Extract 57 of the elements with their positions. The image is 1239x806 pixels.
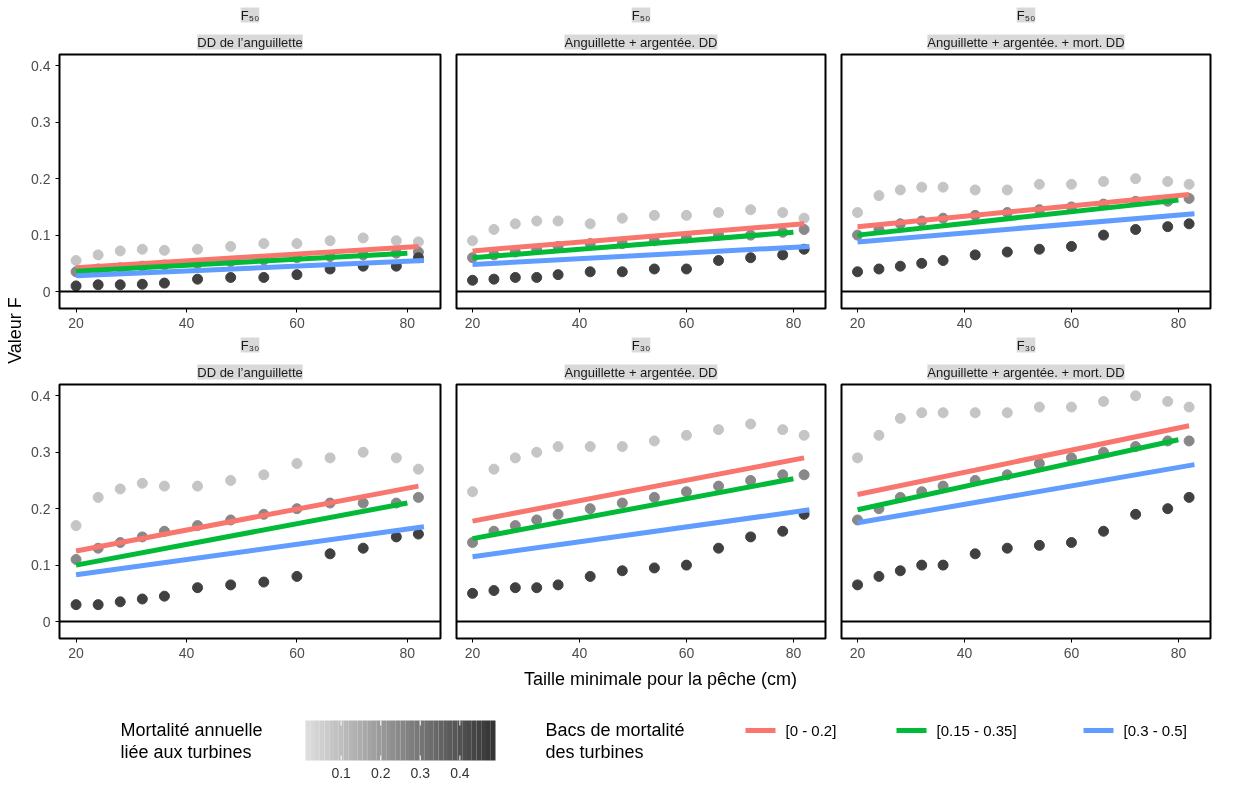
x-tick-label: 80 bbox=[399, 314, 416, 331]
y-tick-label: 0.3 bbox=[31, 444, 51, 461]
x-axis-title: Taille minimale pour la pêche (cm) bbox=[523, 668, 798, 689]
y-tick-label: 0.4 bbox=[31, 387, 51, 404]
chart-subtitle: DD de l’anguillette bbox=[197, 34, 303, 50]
y-axis-title: Valeur F bbox=[4, 297, 25, 364]
y-tick-label: 0.2 bbox=[31, 170, 51, 187]
chart-subtitle: Anguillette + argentée. + mort. DD bbox=[927, 34, 1125, 50]
x-tick-label: 60 bbox=[1063, 644, 1080, 661]
x-tick-label: 60 bbox=[678, 314, 695, 331]
chart-title: F₅₀ bbox=[240, 7, 260, 23]
y-tick-label: 0.2 bbox=[31, 500, 51, 517]
x-tick-label: 80 bbox=[1170, 644, 1187, 661]
x-tick-label: 40 bbox=[956, 644, 973, 661]
x-tick-label: 60 bbox=[289, 314, 305, 331]
color-bar-label: 0.4 bbox=[450, 764, 470, 781]
color-bar-label: 0.3 bbox=[410, 764, 431, 781]
x-tick-label: 40 bbox=[178, 644, 195, 661]
chart-subtitle: DD de l’anguillette bbox=[197, 364, 303, 380]
chart-subtitle: Anguillette + argentée. DD bbox=[564, 34, 718, 50]
legend-label: [0.3 - 0.5] bbox=[1123, 722, 1187, 739]
y-tick-label: 0.1 bbox=[31, 227, 51, 244]
chart-subtitle: Anguillette + argentée. DD bbox=[564, 364, 718, 380]
chart-title: F₃₀ bbox=[1016, 337, 1036, 353]
x-tick-label: 20 bbox=[849, 314, 866, 331]
chart-title: F₅₀ bbox=[1016, 7, 1036, 23]
chart-title: F₃₀ bbox=[240, 337, 260, 353]
y-tick-label: 0 bbox=[42, 283, 51, 300]
x-tick-label: 40 bbox=[571, 314, 588, 331]
color-bar-title: Mortalité annuelle liée aux turbines bbox=[120, 719, 263, 762]
x-tick-label: 60 bbox=[678, 644, 695, 661]
x-tick-label: 80 bbox=[399, 644, 416, 661]
legend-label: [0 - 0.2] bbox=[785, 722, 837, 739]
x-tick-label: 60 bbox=[1063, 314, 1080, 331]
legend-label: [0.15 - 0.35] bbox=[936, 722, 1017, 739]
chart-title: F₃₀ bbox=[631, 337, 651, 353]
y-tick-label: 0.1 bbox=[31, 557, 51, 574]
x-tick-label: 80 bbox=[785, 314, 802, 331]
x-tick-label: 80 bbox=[1170, 314, 1187, 331]
color-bar-label: 0.2 bbox=[370, 764, 391, 781]
x-tick-label: 40 bbox=[956, 314, 973, 331]
x-tick-label: 20 bbox=[68, 644, 85, 661]
x-tick-label: 80 bbox=[785, 644, 802, 661]
y-tick-label: 0.4 bbox=[31, 57, 51, 74]
x-tick-label: 20 bbox=[464, 314, 481, 331]
x-tick-label: 20 bbox=[68, 314, 85, 331]
y-tick-label: 0 bbox=[42, 613, 51, 630]
chart-title: F₅₀ bbox=[631, 7, 651, 23]
chart-subtitle: Anguillette + argentée. + mort. DD bbox=[927, 364, 1125, 380]
x-tick-label: 40 bbox=[571, 644, 588, 661]
x-tick-label: 20 bbox=[849, 644, 866, 661]
y-tick-label: 0.3 bbox=[31, 114, 51, 131]
x-tick-label: 60 bbox=[289, 644, 305, 661]
x-tick-label: 40 bbox=[178, 314, 195, 331]
color-bar-label: 0.1 bbox=[331, 764, 352, 781]
legend-title: Bacs de mortalité des turbines bbox=[545, 719, 685, 762]
x-tick-label: 20 bbox=[464, 644, 481, 661]
